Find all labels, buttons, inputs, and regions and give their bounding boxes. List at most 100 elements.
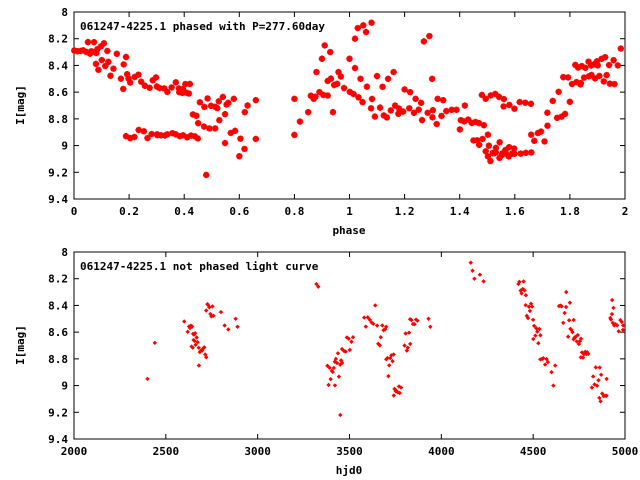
- data-point: [593, 365, 598, 370]
- data-point: [368, 95, 376, 103]
- data-point: [374, 323, 380, 328]
- y-tick-label: 8.2: [48, 273, 68, 286]
- data-points: [71, 19, 624, 179]
- data-point: [544, 109, 551, 116]
- data-point: [399, 108, 407, 115]
- data-point: [590, 374, 596, 379]
- data-point: [420, 38, 428, 45]
- data-point: [316, 88, 323, 96]
- data-point: [609, 297, 615, 303]
- data-point: [189, 324, 195, 329]
- data-point: [391, 352, 396, 357]
- data-point: [588, 71, 595, 79]
- data-point: [530, 317, 536, 322]
- data-point: [149, 77, 156, 84]
- data-point: [203, 171, 210, 179]
- data-point: [235, 324, 240, 329]
- data-point: [598, 399, 603, 404]
- x-tick-label: 4000: [428, 445, 455, 458]
- data-point: [95, 66, 102, 74]
- x-tick-label: 2000: [61, 445, 88, 458]
- data-point: [531, 336, 536, 342]
- data-point: [482, 148, 489, 155]
- data-point: [157, 132, 165, 139]
- data-point: [492, 144, 500, 152]
- data-point: [477, 272, 483, 277]
- data-point: [206, 302, 211, 308]
- y-tick-label: 9.2: [48, 166, 68, 179]
- x-tick-label: 0.2: [119, 205, 139, 218]
- data-point: [175, 85, 183, 92]
- data-point: [541, 138, 548, 145]
- data-point: [146, 84, 153, 91]
- data-point: [386, 373, 391, 379]
- data-point: [316, 284, 321, 289]
- data-point: [202, 345, 207, 350]
- data-point: [102, 62, 109, 70]
- y-tick-label: 8.4: [48, 299, 68, 312]
- x-tick-label: 1.6: [505, 205, 525, 218]
- data-point: [598, 372, 604, 377]
- data-point: [190, 345, 195, 350]
- data-point: [397, 390, 402, 396]
- data-point: [236, 153, 243, 160]
- data-point: [580, 355, 586, 360]
- data-point: [329, 108, 337, 116]
- data-point: [608, 317, 614, 322]
- data-point: [196, 363, 202, 368]
- data-point: [207, 102, 215, 110]
- data-point: [328, 376, 333, 382]
- data-point: [237, 135, 244, 142]
- data-point: [164, 131, 171, 138]
- data-point: [470, 137, 477, 144]
- y-tick-label: 8.8: [48, 353, 68, 366]
- data-point: [448, 106, 455, 114]
- data-point: [110, 65, 117, 72]
- data-point: [105, 58, 112, 66]
- data-point: [350, 90, 357, 98]
- data-point: [519, 291, 524, 296]
- data-point: [327, 365, 332, 371]
- data-point: [542, 362, 548, 367]
- data-point: [221, 110, 229, 118]
- data-point: [176, 132, 183, 140]
- data-point: [335, 68, 342, 76]
- data-point: [470, 268, 475, 273]
- data-point: [384, 75, 392, 82]
- data-point: [88, 48, 95, 55]
- data-point: [544, 356, 549, 362]
- data-point: [324, 77, 331, 85]
- axis-ticks: 2000 2500 3000 3500 4000 4500 5000 8 8.2 8.4 8.6 8.…: [48, 246, 638, 458]
- data-point: [252, 135, 260, 143]
- data-point: [296, 118, 304, 125]
- data-point: [313, 68, 320, 76]
- data-point: [527, 308, 533, 314]
- data-point: [517, 279, 522, 284]
- data-point: [529, 304, 535, 309]
- data-point: [218, 309, 224, 315]
- data-point: [231, 127, 239, 135]
- data-point: [117, 75, 125, 82]
- data-point: [479, 135, 486, 143]
- data-point: [577, 81, 584, 88]
- data-point: [527, 131, 535, 138]
- data-point: [510, 145, 518, 152]
- data-point: [521, 279, 526, 284]
- data-point: [573, 78, 580, 86]
- data-point: [92, 60, 100, 68]
- data-point: [571, 317, 576, 323]
- data-point: [429, 107, 437, 114]
- data-point: [320, 91, 327, 99]
- data-point: [203, 308, 209, 313]
- data-point: [495, 93, 503, 101]
- data-point: [531, 137, 538, 145]
- y-axis-label: I[mag]: [14, 85, 27, 125]
- data-point: [127, 134, 134, 142]
- y-tick-label: 9.4: [48, 433, 68, 446]
- data-point: [500, 103, 507, 110]
- data-point: [131, 133, 138, 141]
- data-point: [361, 315, 367, 320]
- data-point: [338, 412, 343, 418]
- data-point: [426, 316, 431, 321]
- plot-frame: [73, 11, 626, 200]
